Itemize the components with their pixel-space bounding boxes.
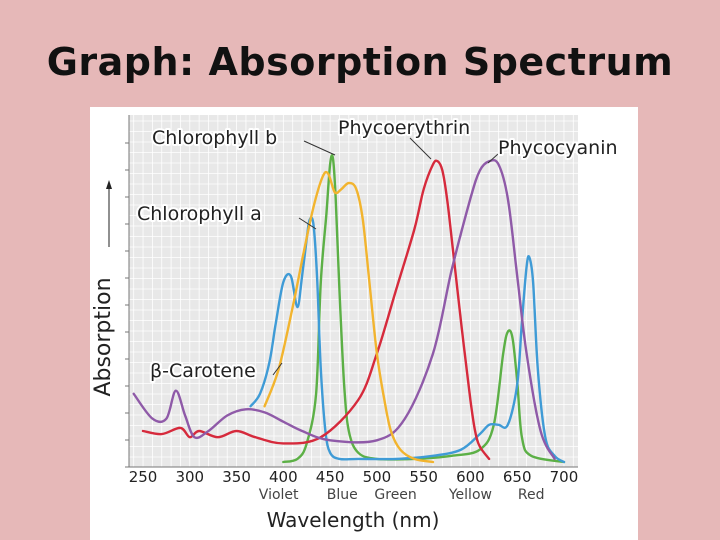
y-axis-title: Absorption (91, 277, 116, 396)
leader-line (487, 153, 499, 164)
color-band-labels: Violet Blue Green Yellow Red (259, 487, 545, 503)
series-lines (132, 154, 566, 464)
color-band-label: Yellow (448, 487, 492, 503)
x-axis-title: Wavelength (nm) (267, 508, 440, 532)
leader-line (298, 217, 317, 230)
leader-line (303, 140, 336, 156)
x-tick-label: 500 (363, 468, 392, 486)
y-axis-arrow-head (106, 180, 112, 189)
series-label: Chlorophyll b (152, 127, 277, 149)
x-tick-label: 550 (409, 468, 438, 486)
gridlines (129, 115, 578, 467)
color-band-label: Blue (327, 487, 358, 503)
x-tick-label: 700 (550, 468, 579, 486)
series-line-chlorophyll-b (282, 154, 566, 464)
leader-line (409, 137, 432, 160)
series-line-phycocyanin (132, 158, 556, 461)
x-tick-label: 350 (222, 468, 251, 486)
series-line-chlorophyll-a (249, 216, 566, 464)
series-labels: Chlorophyll b Chlorophyll a Phycoerythrin P… (135, 115, 620, 384)
series-label: Chlorophyll a (137, 203, 262, 225)
series-line-carotene (263, 170, 435, 464)
color-band-label: Red (518, 487, 545, 503)
x-tick-labels: 250 300 350 400 450 500 550 600 650 700 (129, 468, 579, 486)
y-tick-marks (125, 142, 129, 468)
series-line-phycoerythrin (141, 159, 491, 461)
x-tick-label: 400 (269, 468, 298, 486)
x-tick-label: 600 (456, 468, 485, 486)
x-tick-label: 450 (316, 468, 345, 486)
absorption-spectrum-figure: 250 300 350 400 450 500 550 600 650 700 Violet Blu… (90, 107, 638, 540)
slide-title: Graph: Absorption Spectrum (46, 40, 674, 84)
leader-line (272, 362, 283, 376)
label-leader-lines (272, 137, 499, 376)
color-band-label: Violet (259, 487, 299, 503)
series-label: Phycocyanin (498, 137, 618, 159)
x-tick-label: 650 (503, 468, 532, 486)
series-label: Phycoerythrin (338, 117, 470, 139)
absorption-spectrum-chart: 250 300 350 400 450 500 550 600 650 700 Violet Blu… (91, 115, 620, 532)
color-band-label: Green (374, 487, 416, 503)
x-tick-label: 300 (175, 468, 204, 486)
x-tick-label: 250 (129, 468, 158, 486)
series-label: β-Carotene (150, 360, 256, 382)
